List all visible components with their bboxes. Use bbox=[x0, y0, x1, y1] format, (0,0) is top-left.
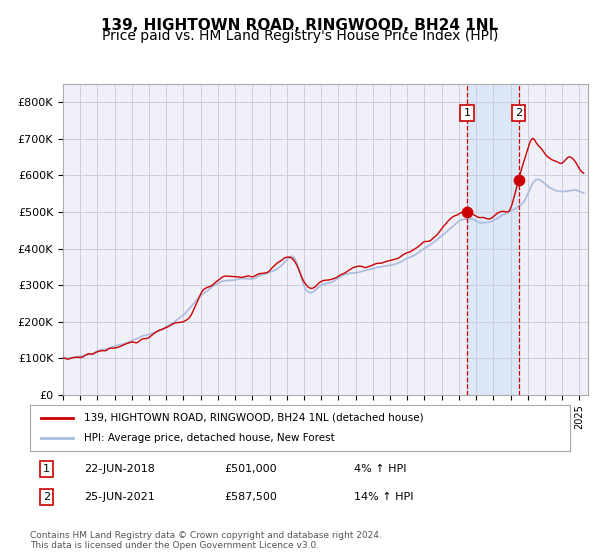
Text: 22-JUN-2018: 22-JUN-2018 bbox=[84, 464, 155, 474]
Point bbox=[462, 207, 472, 216]
Text: HPI: Average price, detached house, New Forest: HPI: Average price, detached house, New … bbox=[84, 433, 335, 443]
Point bbox=[514, 175, 524, 184]
Text: 25-JUN-2021: 25-JUN-2021 bbox=[84, 492, 155, 502]
Text: Contains HM Land Registry data © Crown copyright and database right 2024.
This d: Contains HM Land Registry data © Crown c… bbox=[30, 531, 382, 550]
Text: £501,000: £501,000 bbox=[224, 464, 277, 474]
Text: 139, HIGHTOWN ROAD, RINGWOOD, BH24 1NL: 139, HIGHTOWN ROAD, RINGWOOD, BH24 1NL bbox=[101, 18, 499, 33]
Text: 1: 1 bbox=[463, 108, 470, 118]
Text: £587,500: £587,500 bbox=[224, 492, 277, 502]
Text: 2: 2 bbox=[43, 492, 50, 502]
Text: 2: 2 bbox=[515, 108, 523, 118]
Text: 14% ↑ HPI: 14% ↑ HPI bbox=[354, 492, 413, 502]
Text: 4% ↑ HPI: 4% ↑ HPI bbox=[354, 464, 407, 474]
Text: 1: 1 bbox=[43, 464, 50, 474]
Text: Price paid vs. HM Land Registry's House Price Index (HPI): Price paid vs. HM Land Registry's House … bbox=[102, 29, 498, 43]
Text: 139, HIGHTOWN ROAD, RINGWOOD, BH24 1NL (detached house): 139, HIGHTOWN ROAD, RINGWOOD, BH24 1NL (… bbox=[84, 413, 424, 423]
Bar bbox=[467, 84, 519, 395]
